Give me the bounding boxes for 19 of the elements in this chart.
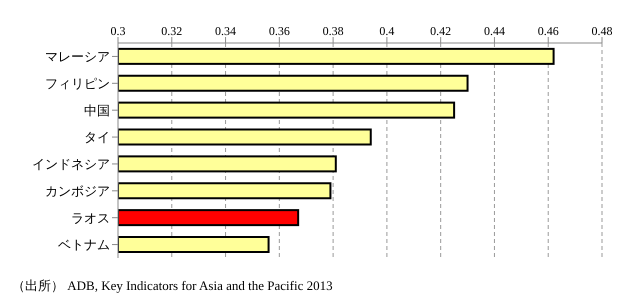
x-tick-label: 0.3 (110, 24, 126, 38)
y-tick-label: 中国 (84, 102, 110, 118)
x-tick-label: 0.44 (484, 24, 505, 38)
y-tick-label: フィリピン (45, 76, 110, 91)
y-tick-label: マレーシア (45, 49, 110, 64)
x-tick-label: 0.48 (592, 24, 612, 38)
x-tick-label: 0.46 (538, 24, 559, 38)
y-tick-label: ベトナム (58, 237, 110, 252)
x-tick-label: 0.32 (161, 24, 182, 38)
y-tick-label: ラオス (71, 210, 110, 226)
x-tick-label: 0.34 (215, 24, 236, 38)
x-tick-label: 0.38 (322, 24, 344, 38)
x-tick-label: 0.4 (379, 24, 394, 38)
text: （出所） ADB, Key Indicators for Asia and the Pacific 2013 (11, 277, 334, 295)
y-tick-label: インドネシア (32, 156, 110, 172)
x-tick-label: 0.36 (268, 24, 290, 38)
y-tick-label: カンボジア (45, 183, 110, 198)
y-tick-label: タイ (84, 130, 110, 145)
x-tick-label: 0.42 (430, 24, 452, 38)
